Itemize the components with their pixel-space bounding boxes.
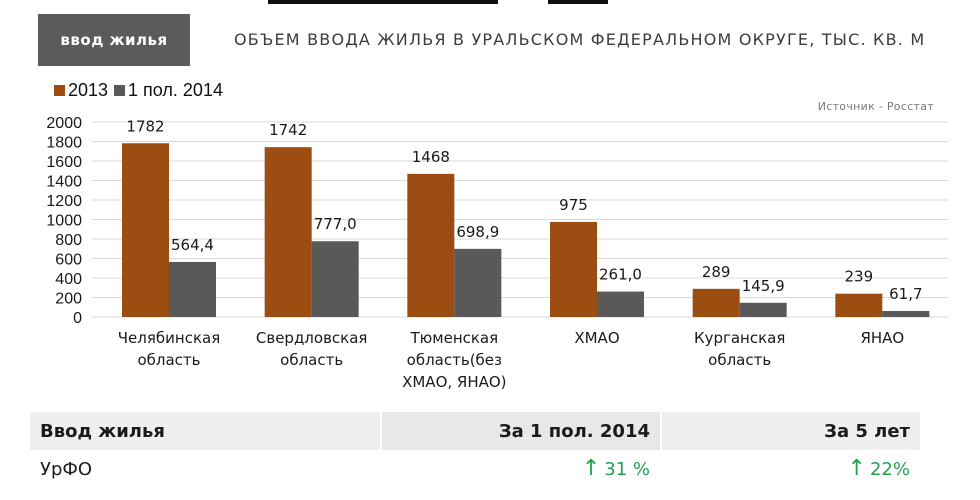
x-tick-label: Свердловская [256,329,368,347]
x-tick-label: область(без [407,351,502,369]
bar-2014 [311,241,359,317]
legend-label-2014: 1 пол. 2014 [128,80,223,100]
bar-2014 [597,291,644,317]
y-tick-label: 2000 [46,115,82,132]
source-note: Источник - Росстат [817,100,934,113]
x-tick-label: область [137,351,200,369]
table-header-5-years: За 5 лет [660,412,920,450]
y-tick-label: 1400 [46,174,82,191]
top-strip [0,0,980,8]
bar-2013 [264,147,312,317]
table-header-name: Ввод жилья [40,420,165,442]
bar-2014 [169,261,216,317]
y-tick-label: 1800 [46,135,82,152]
section-tag: ввод жилья [38,14,190,66]
bar-2014 [454,248,502,317]
chart-title: ОБЪЕМ ВВОДА ЖИЛЬЯ В УРАЛЬСКОМ ФЕДЕРАЛЬНО… [234,30,926,49]
bar-2013 [550,221,597,317]
bar-chart: 0 200 400 600 800 1000 1200 1400 1600 1800 2000 178… [46,115,948,391]
x-tick-label: ХМАО, ЯНАО) [402,373,506,391]
table-header-half-2014: За 1 пол. 2014 [380,412,660,450]
data-label-2014: 61,7 [889,285,922,303]
data-label-2014: 564,4 [171,236,214,254]
legend-item-2013: 2013 [54,80,108,101]
data-label-2014: 698,9 [456,223,499,241]
legend-label-2013: 2013 [68,80,109,100]
summary-table: Ввод жилья За 1 пол. 2014 За 5 лет УрФО … [30,412,920,488]
data-label-2014: 777,0 [314,215,357,233]
x-tick-label: ХМАО [574,329,619,347]
data-label-2013: 1468 [412,148,450,166]
y-tick-label: 1000 [46,213,82,230]
x-tick-label: Челябинская [118,329,220,347]
data-label-2013: 1782 [126,117,164,135]
table-header-row: Ввод жилья За 1 пол. 2014 За 5 лет [30,412,920,450]
data-label-2013: 289 [702,263,731,281]
growth-value-half-2014: 31 % [604,458,650,480]
table-cell-region: УрФО [40,458,93,480]
growth-half-2014: ↑ 31 % [582,458,650,480]
x-tick-label: ЯНАО [860,329,904,347]
x-tick-label: Тюменская [409,329,498,347]
y-tick-label: 1200 [46,193,82,210]
data-label-2013: 239 [845,268,874,286]
cropped-title-fragment-2 [548,0,608,4]
y-tick-label: 1600 [46,154,82,171]
data-label-2014: 261,0 [599,266,642,284]
table-cell-5-years: ↑ 22% [660,450,920,488]
bar-2014 [882,310,930,317]
bar-2013 [407,173,455,317]
x-tick-label: область [708,351,771,369]
y-tick-label: 0 [73,310,82,327]
data-label-2014: 145,9 [742,277,785,295]
bar-2013 [122,143,169,317]
legend-swatch-2013 [54,85,65,96]
y-tick-label: 800 [55,232,82,249]
arrow-up-icon: ↑ [581,456,601,481]
bar-2014 [739,302,787,317]
chart-legend: 2013 1 пол. 2014 [54,80,223,101]
legend-item-2014: 1 пол. 2014 [114,80,223,101]
data-label-2013: 975 [559,196,588,214]
y-tick-label: 200 [55,291,82,308]
table-cell-half-2014: ↑ 31 % [380,450,660,488]
bar-2013 [835,293,883,317]
legend-swatch-2014 [114,85,126,96]
y-tick-label: 600 [55,252,82,269]
growth-5-years: ↑ 22% [848,458,910,480]
bar-2013 [692,288,740,317]
arrow-up-icon: ↑ [847,456,866,481]
table-row: УрФО ↑ 31 % ↑ 22% [30,450,920,488]
x-tick-label: Курганская [694,329,785,347]
y-tick-label: 400 [55,271,82,288]
cropped-title-fragment [268,0,498,4]
growth-value-5-years: 22% [869,458,910,480]
data-label-2013: 1742 [269,121,307,139]
x-tick-label: область [280,351,343,369]
